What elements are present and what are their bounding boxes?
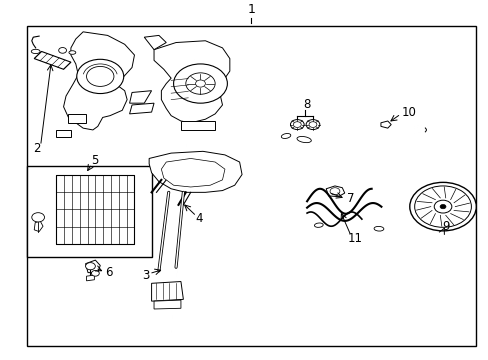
Polygon shape — [144, 35, 166, 50]
Circle shape — [293, 122, 301, 127]
Polygon shape — [34, 51, 71, 69]
Text: 2: 2 — [33, 142, 41, 155]
Circle shape — [85, 263, 95, 270]
Text: 8: 8 — [303, 98, 310, 112]
Circle shape — [308, 122, 316, 127]
Bar — [27, 166, 151, 257]
Polygon shape — [154, 300, 181, 309]
Polygon shape — [380, 121, 390, 128]
Polygon shape — [34, 221, 43, 231]
Circle shape — [86, 67, 114, 86]
Text: 3: 3 — [142, 269, 149, 282]
Circle shape — [305, 120, 319, 130]
Circle shape — [195, 80, 205, 87]
Bar — [27, 27, 475, 346]
Circle shape — [77, 59, 123, 94]
Circle shape — [329, 188, 339, 195]
Text: 6: 6 — [104, 266, 112, 279]
Text: 10: 10 — [401, 105, 416, 118]
Circle shape — [185, 73, 215, 94]
Polygon shape — [181, 121, 215, 130]
Ellipse shape — [31, 49, 40, 54]
Polygon shape — [154, 41, 229, 123]
Text: 1: 1 — [247, 3, 255, 16]
Ellipse shape — [281, 134, 290, 139]
Polygon shape — [129, 103, 154, 114]
Polygon shape — [68, 114, 85, 123]
Polygon shape — [63, 32, 134, 130]
Polygon shape — [161, 158, 224, 187]
Ellipse shape — [412, 126, 426, 134]
Text: 9: 9 — [441, 220, 449, 233]
Circle shape — [32, 213, 44, 222]
Text: 4: 4 — [195, 212, 203, 225]
Text: 5: 5 — [90, 154, 98, 167]
Circle shape — [439, 204, 445, 209]
Circle shape — [433, 200, 451, 213]
Ellipse shape — [69, 51, 76, 54]
Circle shape — [414, 186, 470, 227]
Circle shape — [59, 48, 66, 53]
Circle shape — [91, 270, 99, 276]
Polygon shape — [86, 275, 94, 281]
Polygon shape — [85, 260, 100, 273]
Circle shape — [409, 183, 475, 231]
Text: 7: 7 — [346, 192, 354, 205]
Ellipse shape — [314, 223, 323, 228]
Polygon shape — [151, 282, 183, 301]
Polygon shape — [149, 151, 242, 192]
Bar — [56, 175, 134, 244]
Circle shape — [290, 120, 304, 130]
Circle shape — [173, 64, 227, 103]
Polygon shape — [129, 91, 151, 103]
Polygon shape — [325, 186, 344, 197]
Polygon shape — [56, 130, 71, 137]
Ellipse shape — [296, 136, 311, 143]
Text: 11: 11 — [347, 232, 362, 245]
Ellipse shape — [373, 226, 383, 231]
